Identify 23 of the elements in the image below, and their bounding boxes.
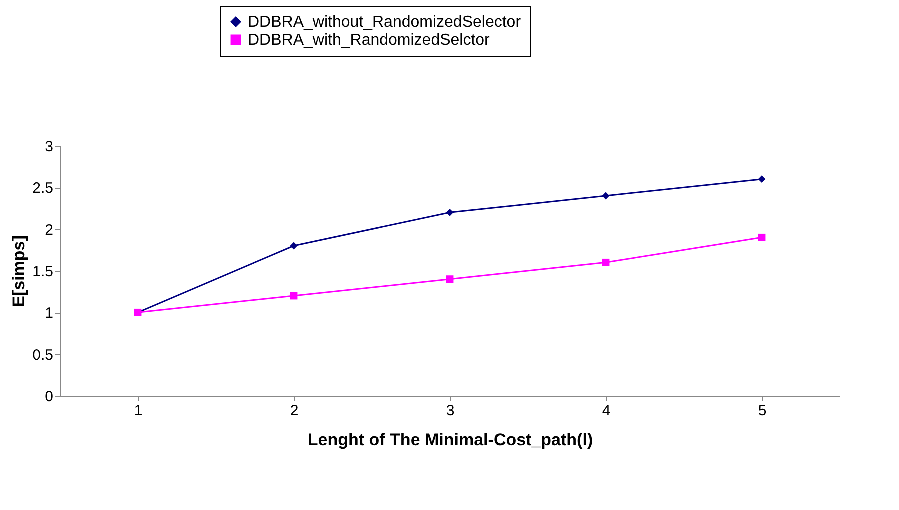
point [446, 208, 454, 216]
y-tick-label: 2.5 [32, 180, 54, 198]
y-tick-label: 0.5 [32, 346, 54, 364]
y-tick-label: 2 [45, 222, 54, 239]
x-axis-title: Lenght of The Minimal-Cost_path(l) [308, 430, 594, 450]
x-tick-label: 4 [602, 402, 611, 420]
x-tick-label: 2 [290, 402, 299, 420]
point [602, 258, 610, 266]
point [758, 176, 766, 184]
point [446, 276, 454, 284]
point [602, 192, 610, 200]
y-axis-title: E[simps] [10, 236, 29, 308]
point [758, 234, 766, 242]
y-tick-label: 0 [45, 388, 54, 406]
y-tick-label: 1.5 [32, 264, 54, 280]
x-tick-label: 1 [134, 402, 143, 420]
x-tick-label: 3 [446, 402, 455, 420]
y-tick-label: 1 [45, 305, 54, 322]
point [290, 242, 298, 250]
legend-label: DDBRA_without_RandomizedSelector [248, 14, 522, 31]
y-tick-label: 3 [45, 138, 54, 156]
legend-label: DDBRA_with_RandomizedSelctor [248, 32, 491, 49]
x-tick-label: 5 [758, 402, 767, 420]
